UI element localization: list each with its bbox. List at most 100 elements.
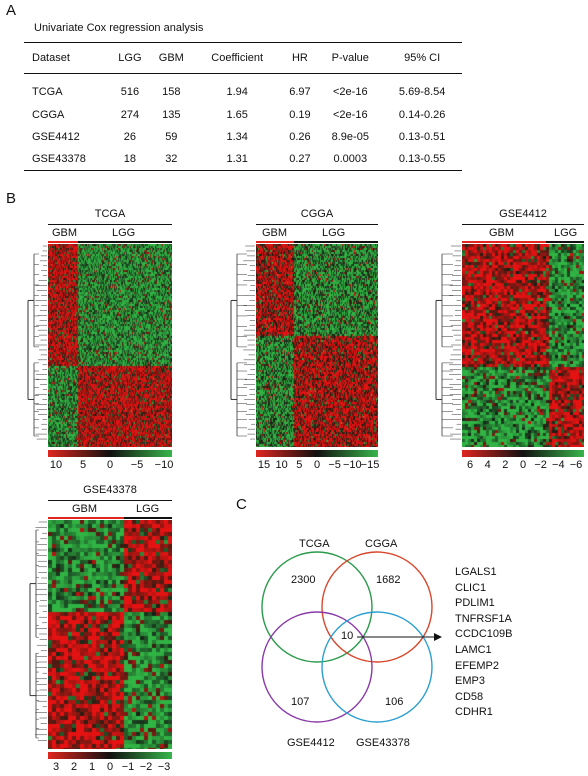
venn-circle-cgga bbox=[321, 551, 433, 663]
group-label-lgg: LGG bbox=[322, 227, 346, 239]
table-cell: GSE43378 bbox=[24, 148, 110, 171]
venn-count-tcga: 2300 bbox=[291, 574, 316, 586]
table-cell: 26 bbox=[123, 131, 137, 143]
col-header-ci: 95% CI bbox=[382, 42, 462, 74]
colorbar-tick-label: 0 bbox=[106, 459, 114, 471]
colorbar-tick-label: 2 bbox=[502, 459, 509, 471]
colorbar-tick-label: 4 bbox=[484, 459, 491, 471]
table-cell: 32 bbox=[149, 148, 193, 171]
panel-label-a: A bbox=[6, 2, 17, 19]
table-cell: 1.94 bbox=[226, 86, 248, 98]
venn-count-gse4412: 107 bbox=[291, 696, 310, 708]
heatmap-title: TCGA bbox=[94, 208, 126, 220]
gene-name: CDHR1 bbox=[455, 706, 493, 719]
group-label-gbm: GBM bbox=[52, 227, 78, 239]
colorbar-tick-label: 6 bbox=[466, 459, 474, 471]
colorbar-tick-label: −3 bbox=[157, 761, 171, 773]
table-cell: 1.31 bbox=[192, 148, 282, 171]
colorbar-tick-label: −2 bbox=[534, 459, 547, 471]
colorbar bbox=[48, 752, 172, 759]
colorbar-tick-label: −6 bbox=[569, 459, 583, 471]
table-cell: 0.14-0.26 bbox=[398, 109, 446, 121]
title-rule bbox=[256, 224, 378, 225]
table-row: GSE4412 26 59 1.34 0.26 8.9e-05 0.13-0.5… bbox=[24, 126, 462, 148]
colorbar-tick-label: −5 bbox=[328, 459, 341, 471]
group-label-gbm: GBM bbox=[262, 227, 288, 239]
colorbar-tick-label: 10 bbox=[275, 459, 288, 471]
title-rule bbox=[462, 224, 584, 225]
table-cell: GSE4412 bbox=[32, 131, 80, 143]
colorbar bbox=[256, 450, 378, 457]
lgg-group-bar bbox=[124, 517, 172, 519]
gbm-group-bar bbox=[48, 517, 124, 519]
gene-name: TNFRSF1A bbox=[455, 612, 512, 625]
table-cell: 1.34 bbox=[226, 131, 248, 143]
title-rule bbox=[48, 500, 172, 501]
table-row: GSE43378 18 32 1.31 0.27 0.0003 0.13-0.5… bbox=[24, 148, 462, 171]
col-header-lgg: LGG bbox=[110, 42, 150, 74]
heatmap-title: GSE43378 bbox=[83, 484, 137, 496]
table-cell: 0.27 bbox=[281, 148, 319, 171]
gene-name: CD58 bbox=[455, 690, 484, 703]
table-cell: 158 bbox=[162, 86, 181, 98]
table-cell: 59 bbox=[165, 131, 178, 143]
table-header-row: Dataset LGG GBM Coefficient HR P-value 9… bbox=[24, 42, 462, 74]
title-rule bbox=[48, 224, 172, 225]
col-header-gbm: GBM bbox=[149, 42, 193, 74]
table-cell: 0.19 bbox=[289, 109, 311, 121]
table-cell: <2e-16 bbox=[333, 109, 368, 121]
heatmap-gse4412 bbox=[462, 244, 584, 447]
table-cell: 18 bbox=[110, 148, 150, 171]
lgg-group-bar bbox=[546, 241, 584, 243]
panel-label-b: B bbox=[6, 190, 17, 207]
venn-set-label: GSE4412 bbox=[287, 737, 335, 749]
table-row: CGGA 274 135 1.65 0.19 <2e-16 0.14-0.26 bbox=[24, 104, 462, 126]
table-cell: TCGA bbox=[32, 86, 63, 98]
col-header-pvalue: P-value bbox=[318, 42, 383, 74]
colorbar bbox=[462, 450, 584, 457]
gbm-group-bar bbox=[256, 241, 294, 243]
colorbar-tick-label: 10 bbox=[49, 459, 63, 471]
table-cell: 6.97 bbox=[289, 86, 311, 98]
heatmap-tcga bbox=[48, 244, 172, 447]
gene-name: EFEMP2 bbox=[455, 659, 500, 672]
group-label-lgg: LGG bbox=[112, 227, 136, 239]
panel-label-c: C bbox=[236, 496, 247, 513]
colorbar-tick-label: −2 bbox=[139, 761, 153, 773]
table-cell: 0.0003 bbox=[318, 148, 383, 171]
table-cell: 0.13-0.51 bbox=[398, 131, 446, 143]
group-label-lgg: LGG bbox=[136, 503, 160, 515]
table-cell: 516 bbox=[120, 86, 140, 98]
colorbar-tick-label: 15 bbox=[257, 459, 271, 471]
colorbar-tick-label: 3 bbox=[52, 761, 60, 773]
gbm-group-bar bbox=[48, 241, 78, 243]
colorbar-tick-label: 5 bbox=[296, 459, 303, 471]
colorbar-tick-label: 0 bbox=[313, 459, 321, 471]
table-cell: 8.9e-05 bbox=[331, 131, 369, 143]
venn-circle-gse4412 bbox=[261, 611, 373, 723]
colorbar-tick-label: −4 bbox=[552, 459, 565, 471]
venn-count-cgga: 1682 bbox=[376, 574, 401, 586]
venn-set-label: CGGA bbox=[365, 538, 398, 550]
table-cell: 5.69-8.54 bbox=[398, 86, 446, 98]
col-header-hr: HR bbox=[281, 42, 319, 74]
table-cell: 274 bbox=[120, 109, 140, 121]
cox-regression-table: Dataset LGG GBM Coefficient HR P-value 9… bbox=[24, 42, 462, 171]
table-cell: 0.13-0.55 bbox=[382, 148, 462, 171]
table-cell: 1.65 bbox=[226, 109, 248, 121]
heatmap-cgga bbox=[256, 244, 378, 447]
venn-center-count: 10 bbox=[341, 630, 354, 642]
venn-circle-gse43378 bbox=[321, 611, 433, 723]
colorbar-tick-label: 1 bbox=[88, 761, 96, 773]
table-title: Univariate Cox regression analysis bbox=[34, 22, 204, 34]
colorbar-tick-label: −5 bbox=[130, 459, 144, 471]
gene-name: CCDC109B bbox=[455, 628, 513, 641]
gene-name: CLIC1 bbox=[455, 581, 487, 594]
colorbar-tick-label: −1 bbox=[121, 761, 135, 773]
venn-set-label: TCGA bbox=[299, 538, 330, 550]
gene-name: LGALS1 bbox=[455, 566, 497, 578]
colorbar-tick-label: −10 bbox=[342, 459, 362, 471]
heatmap-title: CGGA bbox=[300, 208, 334, 220]
gene-name: EMP3 bbox=[455, 675, 485, 688]
